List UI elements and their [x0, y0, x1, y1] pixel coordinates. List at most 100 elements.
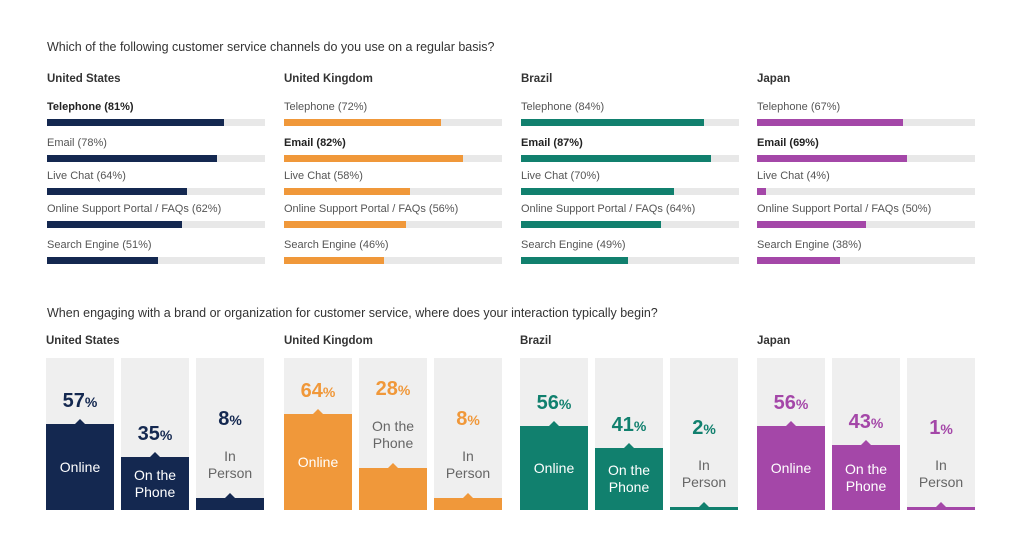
column-united-kingdom-in-person: 8% In Person — [434, 358, 502, 510]
country-label-brazil: Brazil — [520, 335, 552, 347]
bar-track — [757, 257, 975, 264]
bar-track — [521, 119, 739, 126]
column-japan-online: 56% Online — [757, 358, 825, 510]
bar-track — [47, 257, 265, 264]
bar-label: Search Engine (51%) — [47, 239, 152, 251]
column-category-label: In Person — [207, 448, 253, 481]
bar-label: Email (82%) — [284, 137, 346, 149]
column-notch — [699, 502, 709, 507]
column-value: 1% — [929, 417, 953, 439]
bar-label: Live Chat (70%) — [521, 170, 600, 182]
bar-brazil-4 — [521, 257, 628, 264]
column-category-label: Online — [297, 453, 339, 470]
country-label-brazil: Brazil — [521, 73, 553, 85]
column-notch — [463, 493, 473, 498]
column-notch — [150, 452, 160, 457]
bar-united-states-4 — [47, 257, 159, 264]
column-fill — [520, 426, 588, 510]
column-category-label: Online — [59, 458, 101, 475]
question-1-title: Which of the following customer service … — [47, 40, 495, 54]
bar-track — [521, 188, 739, 195]
bar-label: Online Support Portal / FAQs (56%) — [284, 203, 459, 215]
bar-label: Telephone (67%) — [757, 101, 841, 113]
column-brazil-in-person: 2% In Person — [670, 358, 738, 510]
bar-label: Online Support Portal / FAQs (62%) — [47, 203, 222, 215]
column-fill — [359, 468, 427, 510]
bar-label: Email (87%) — [521, 137, 583, 149]
bar-united-states-0 — [47, 119, 224, 126]
column-united-states-in-person: 8% In Person — [196, 358, 264, 510]
column-notch — [313, 409, 323, 414]
bar-label: Search Engine (38%) — [757, 239, 862, 251]
bar-label: Search Engine (46%) — [284, 239, 389, 251]
column-category-label: On the Phone — [607, 462, 651, 495]
column-fill — [832, 445, 900, 510]
bar-brazil-1 — [521, 155, 711, 162]
bar-united-kingdom-4 — [284, 257, 385, 264]
column-united-kingdom-online: 64% Online — [284, 358, 352, 510]
column-category-label: Online — [770, 459, 812, 476]
bar-label: Live Chat (64%) — [47, 170, 126, 182]
country-label-united-kingdom: United Kingdom — [284, 335, 373, 347]
column-brazil-online: 56% Online — [520, 358, 588, 510]
bar-track — [284, 155, 502, 162]
column-notch — [225, 493, 235, 498]
bar-japan-2 — [757, 188, 766, 195]
column-brazil-on-the-phone: 41% On the Phone — [595, 358, 663, 510]
bar-label: Search Engine (49%) — [521, 239, 626, 251]
column-value: 8% — [456, 408, 480, 430]
bar-track — [47, 119, 265, 126]
bar-brazil-2 — [521, 188, 674, 195]
column-value: 28% — [375, 378, 411, 400]
column-category-label: On the Phone — [844, 460, 888, 494]
bar-label: Online Support Portal / FAQs (64%) — [521, 203, 696, 215]
column-category-label: In Person — [445, 448, 491, 481]
bar-track — [47, 155, 265, 162]
column-value: 2% — [692, 417, 716, 439]
column-value: 41% — [611, 414, 647, 436]
bar-track — [521, 257, 739, 264]
column-category-label: On the Phone — [371, 418, 415, 451]
column-value: 35% — [137, 423, 173, 445]
bar-track — [47, 188, 265, 195]
column-fill — [121, 457, 189, 510]
bar-label: Telephone (81%) — [47, 101, 134, 113]
bar-united-kingdom-1 — [284, 155, 463, 162]
column-fill — [595, 448, 663, 510]
column-value: 64% — [300, 380, 336, 402]
bar-label: Live Chat (58%) — [284, 170, 363, 182]
bar-united-kingdom-0 — [284, 119, 441, 126]
bar-label: Email (78%) — [47, 137, 107, 149]
bar-track — [47, 221, 265, 228]
column-value: 56% — [536, 392, 572, 414]
column-fill — [196, 498, 264, 510]
country-label-united-states: United States — [46, 335, 120, 347]
bar-track — [521, 155, 739, 162]
question-2-title: When engaging with a brand or organizati… — [47, 306, 658, 320]
column-value: 43% — [848, 411, 884, 433]
column-notch — [936, 502, 946, 507]
column-value: 56% — [773, 392, 809, 414]
bar-label: Telephone (84%) — [521, 101, 605, 113]
bar-japan-4 — [757, 257, 840, 264]
column-notch — [388, 463, 398, 468]
country-label-japan: Japan — [757, 73, 791, 85]
bar-united-kingdom-3 — [284, 221, 407, 228]
column-notch — [549, 421, 559, 426]
column-notch — [75, 419, 85, 424]
column-category-label: Online — [533, 459, 575, 476]
bar-track — [757, 221, 975, 228]
bar-track — [757, 155, 975, 162]
bar-label: Email (69%) — [757, 137, 819, 149]
column-value: 8% — [218, 408, 242, 430]
column-fill — [46, 424, 114, 510]
bar-track — [284, 257, 502, 264]
country-label-japan: Japan — [757, 335, 791, 347]
bar-brazil-3 — [521, 221, 661, 228]
bar-united-states-1 — [47, 155, 218, 162]
country-label-united-kingdom: United Kingdom — [284, 73, 373, 85]
country-label-united-states: United States — [47, 73, 121, 85]
column-japan-in-person: 1% In Person — [907, 358, 975, 510]
column-category-label: In Person — [681, 457, 727, 490]
bar-track — [284, 221, 502, 228]
